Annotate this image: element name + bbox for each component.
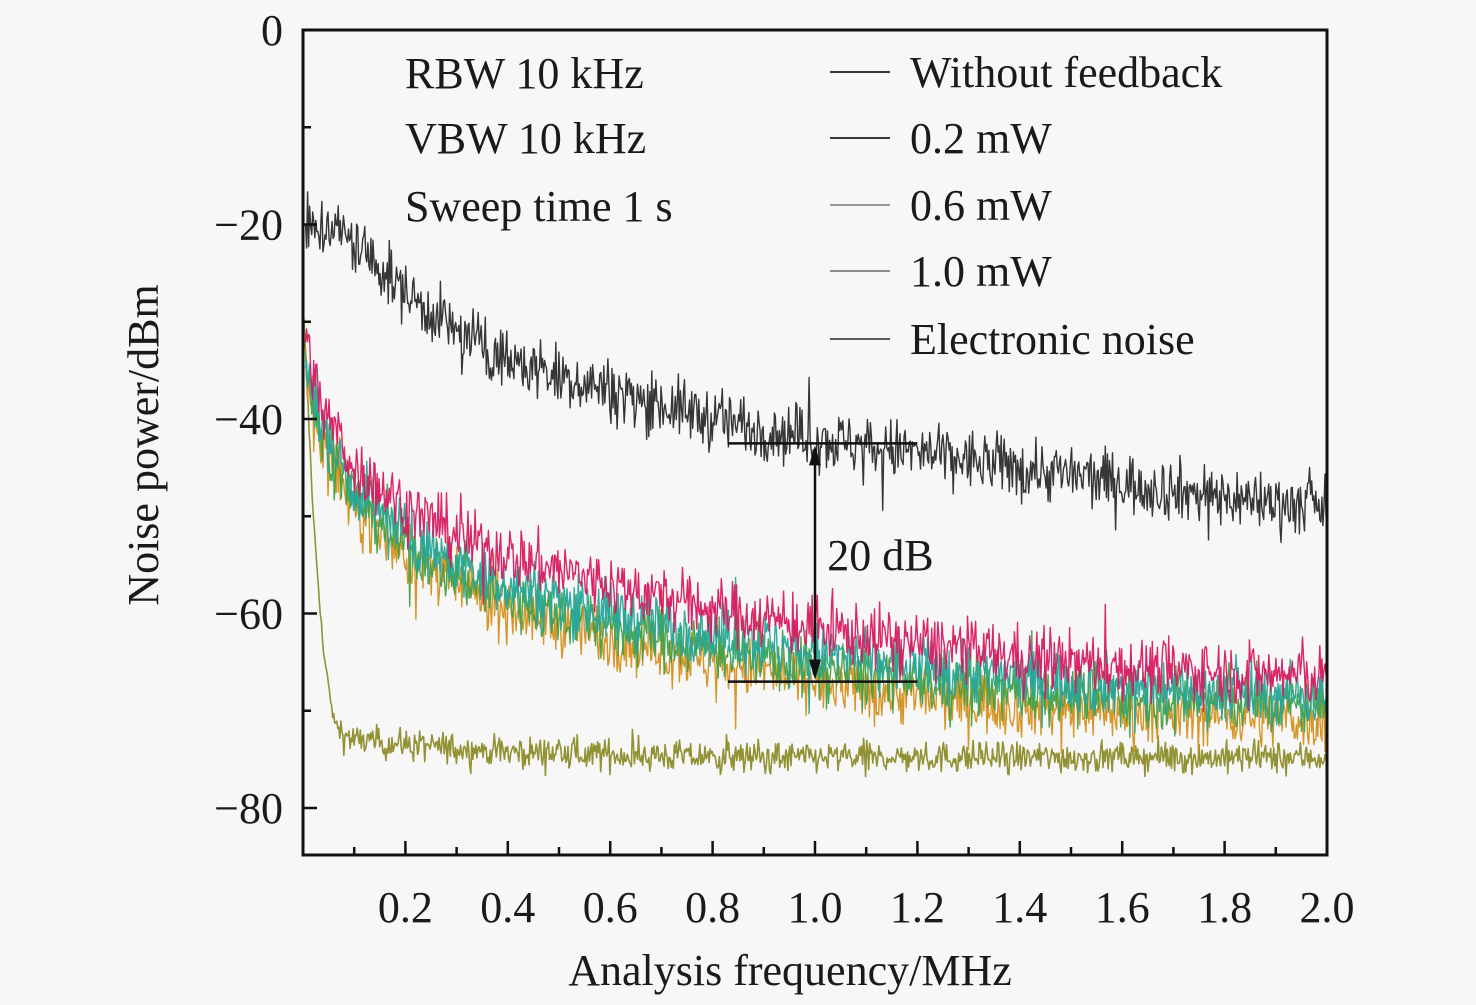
annotations-group: 20 dB <box>727 442 934 683</box>
x-tick-label: 0.8 <box>685 883 740 932</box>
legend-item: 0.6 mW <box>830 181 1052 230</box>
annotation-20db: 20 dB <box>827 531 933 580</box>
ticks-group <box>303 28 1329 855</box>
legend-item: 0.2 mW <box>830 114 1052 163</box>
info-vbw: VBW 10 kHz <box>405 114 646 163</box>
x-axis-title: Analysis frequency/MHz <box>568 946 1012 995</box>
y-tick-label: −60 <box>214 590 283 639</box>
x-tick-label: 0.6 <box>583 883 638 932</box>
x-tick-label: 0.2 <box>378 883 433 932</box>
legend: Without feedback 0.2 mW 0.6 mW 1.0 mW Electr… <box>830 48 1222 364</box>
legend-label: 0.2 mW <box>910 114 1052 163</box>
x-tick-label: 1.6 <box>1095 883 1150 932</box>
x-tick-label: 1.2 <box>890 883 945 932</box>
series-line-without-feedback <box>304 191 1328 544</box>
arrow-head-up-icon <box>809 445 821 466</box>
x-tick-label: 0.4 <box>480 883 535 932</box>
x-tick-label: 1.0 <box>788 883 843 932</box>
y-tick-label: −80 <box>214 784 283 833</box>
y-axis-title: Noise power/dBm <box>119 284 168 605</box>
x-tick-label: 1.4 <box>992 883 1047 932</box>
legend-item: 1.0 mW <box>830 247 1052 296</box>
arrow-head-down-icon <box>809 659 821 680</box>
legend-label: 1.0 mW <box>910 247 1052 296</box>
x-tick-label: 1.8 <box>1197 883 1252 932</box>
legend-item: Without feedback <box>830 48 1222 97</box>
x-tick-label: 2.0 <box>1300 883 1355 932</box>
y-tick-label: −20 <box>214 201 283 250</box>
tick-labels-group: 0.2 0.4 0.6 0.8 1.0 1.2 1.4 1.6 1.8 2.0 0 −20 −40 −60… <box>214 6 1354 932</box>
legend-label: Electronic noise <box>910 315 1195 364</box>
legend-label: 0.6 mW <box>910 181 1052 230</box>
info-sweep-time: Sweep time 1 s <box>405 182 673 231</box>
info-text-block: RBW 10 kHz VBW 10 kHz Sweep time 1 s <box>405 49 673 231</box>
y-tick-label: −40 <box>214 395 283 444</box>
series-line-electronic-noise <box>303 318 1328 778</box>
y-tick-label: 0 <box>261 6 283 55</box>
info-rbw: RBW 10 kHz <box>405 49 644 98</box>
legend-label: Without feedback <box>910 48 1222 97</box>
legend-item: Electronic noise <box>830 315 1195 364</box>
series-line-0-2-mw <box>304 328 1328 713</box>
